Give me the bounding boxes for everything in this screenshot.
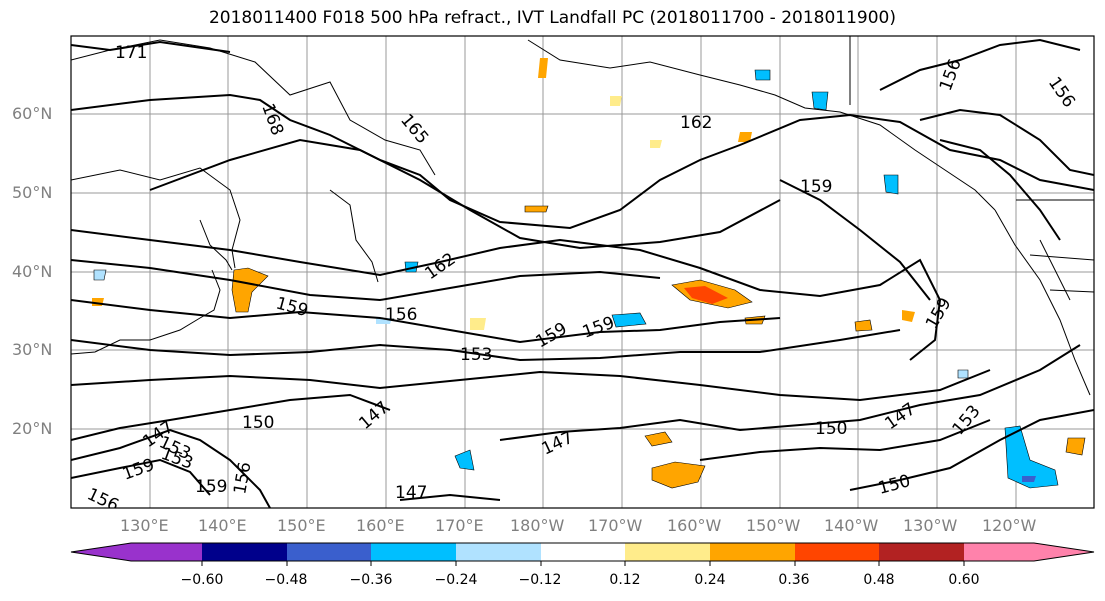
lon-label: 130°E: [120, 516, 169, 535]
colorbar-outline: [70, 542, 1095, 562]
colorbar-tick-label: −0.24: [434, 572, 478, 588]
colorbar-tick-label: −0.48: [264, 572, 308, 588]
lon-label: 150°W: [746, 516, 801, 535]
lat-label: 30°N: [12, 340, 53, 359]
colorbar-tick-label: 0.12: [609, 572, 641, 588]
colorbar-segment: [456, 543, 541, 561]
colorbar-tick-label: 0.36: [778, 572, 810, 588]
lat-label: 40°N: [12, 262, 53, 281]
colorbar-tick-label: −0.36: [349, 572, 393, 588]
lon-label: 140°E: [198, 516, 247, 535]
lat-label: 60°N: [12, 104, 53, 123]
lon-label: 130°W: [903, 516, 958, 535]
contour-label: 162: [680, 113, 712, 133]
lon-label: 170°E: [435, 516, 484, 535]
colorbar-tick-label: 0.24: [694, 572, 726, 588]
lon-label: 140°W: [824, 516, 879, 535]
graticule: [71, 36, 1094, 508]
lat-label: 20°N: [12, 419, 53, 438]
colorbar-tick-label: −0.12: [518, 572, 562, 588]
contour-label: 159: [195, 477, 227, 497]
lon-label: 170°W: [588, 516, 643, 535]
contour-label: 153: [460, 345, 492, 365]
lon-label: 180°W: [510, 516, 565, 535]
colorbar-tick-label: −0.60: [180, 572, 224, 588]
contour-label: 150: [815, 419, 847, 439]
colorbar: [70, 542, 1095, 566]
coastlines: [71, 36, 1094, 396]
contour-label: 156: [385, 305, 417, 325]
lon-label: 160°E: [356, 516, 405, 535]
lon-label: 150°E: [277, 516, 326, 535]
colorbar-segment: [371, 543, 456, 561]
lon-label: 120°W: [982, 516, 1037, 535]
height-contours: [71, 38, 1094, 508]
colorbar-segment: [71, 543, 202, 561]
colorbar-segment: [625, 543, 710, 561]
colorbar-segment: [541, 543, 625, 561]
colorbar-segment: [964, 543, 1094, 561]
lat-label: 50°N: [12, 183, 53, 202]
colorbar-segment: [795, 543, 879, 561]
contour-label: 147: [395, 483, 427, 503]
lon-label: 160°W: [667, 516, 722, 535]
colorbar-segment: [879, 543, 964, 561]
colorbar-segment: [710, 543, 795, 561]
colorbar-segment: [287, 543, 371, 561]
colorbar-segment: [202, 543, 287, 561]
colorbar-tick-label: 0.48: [863, 572, 895, 588]
map-title: 2018011400 F018 500 hPa refract., IVT La…: [208, 8, 896, 28]
contour-label: 159: [800, 177, 832, 197]
contour-label: 150: [242, 413, 274, 433]
contour-label: 171: [115, 43, 147, 63]
colorbar-tick-label: 0.60: [948, 572, 980, 588]
map-frame: [70, 35, 1095, 509]
